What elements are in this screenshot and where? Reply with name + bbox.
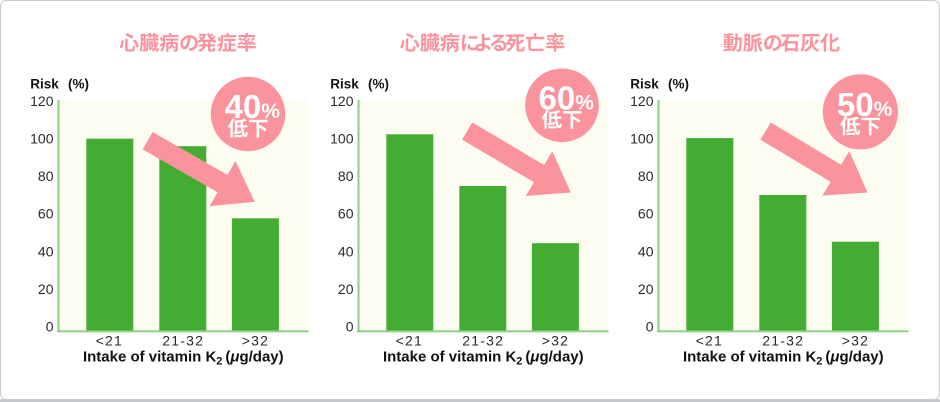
svg-text:100: 100 bbox=[630, 131, 654, 147]
svg-text:80: 80 bbox=[338, 168, 354, 184]
svg-text:20: 20 bbox=[38, 281, 54, 297]
svg-text:80: 80 bbox=[638, 168, 654, 184]
svg-text:Risk: Risk bbox=[30, 77, 59, 92]
svg-text:100: 100 bbox=[330, 131, 354, 147]
svg-text:40: 40 bbox=[638, 243, 654, 259]
svg-text:120: 120 bbox=[330, 93, 354, 109]
svg-text:<21: <21 bbox=[696, 333, 723, 349]
svg-text:20: 20 bbox=[338, 281, 354, 297]
svg-text:60: 60 bbox=[38, 206, 54, 222]
svg-text:21-32: 21-32 bbox=[162, 333, 204, 349]
svg-text:80: 80 bbox=[38, 168, 54, 184]
svg-text:>32: >32 bbox=[842, 333, 869, 349]
svg-text:Intake of vitamin K2(μg/day): Intake of vitamin K2 (μg/day) bbox=[683, 349, 884, 368]
svg-text:Risk: Risk bbox=[330, 77, 359, 92]
svg-text:120: 120 bbox=[630, 93, 654, 109]
svg-text:Risk: Risk bbox=[630, 77, 659, 92]
svg-text:<21: <21 bbox=[96, 333, 123, 349]
svg-text:Intake of vitamin K2(μg/day): Intake of vitamin K2 (μg/day) bbox=[383, 349, 584, 368]
svg-text:(%): (%) bbox=[668, 77, 689, 92]
svg-text:21-32: 21-32 bbox=[462, 333, 504, 349]
svg-text:40: 40 bbox=[338, 243, 354, 259]
svg-text:0: 0 bbox=[46, 319, 54, 335]
svg-text:>32: >32 bbox=[542, 333, 569, 349]
svg-text:<21: <21 bbox=[396, 333, 423, 349]
svg-text:(%): (%) bbox=[368, 77, 389, 92]
svg-text:60: 60 bbox=[338, 206, 354, 222]
svg-text:120: 120 bbox=[30, 93, 54, 109]
svg-text:20: 20 bbox=[638, 281, 654, 297]
svg-text:Intake of vitamin K2(μg/day): Intake of vitamin K2 (μg/day) bbox=[83, 349, 284, 368]
svg-text:21-32: 21-32 bbox=[762, 333, 804, 349]
svg-text:40: 40 bbox=[38, 243, 54, 259]
svg-text:100: 100 bbox=[30, 131, 54, 147]
svg-text:>32: >32 bbox=[242, 333, 269, 349]
svg-text:0: 0 bbox=[346, 319, 354, 335]
svg-text:(%): (%) bbox=[68, 77, 89, 92]
svg-text:0: 0 bbox=[646, 319, 654, 335]
svg-text:60: 60 bbox=[638, 206, 654, 222]
